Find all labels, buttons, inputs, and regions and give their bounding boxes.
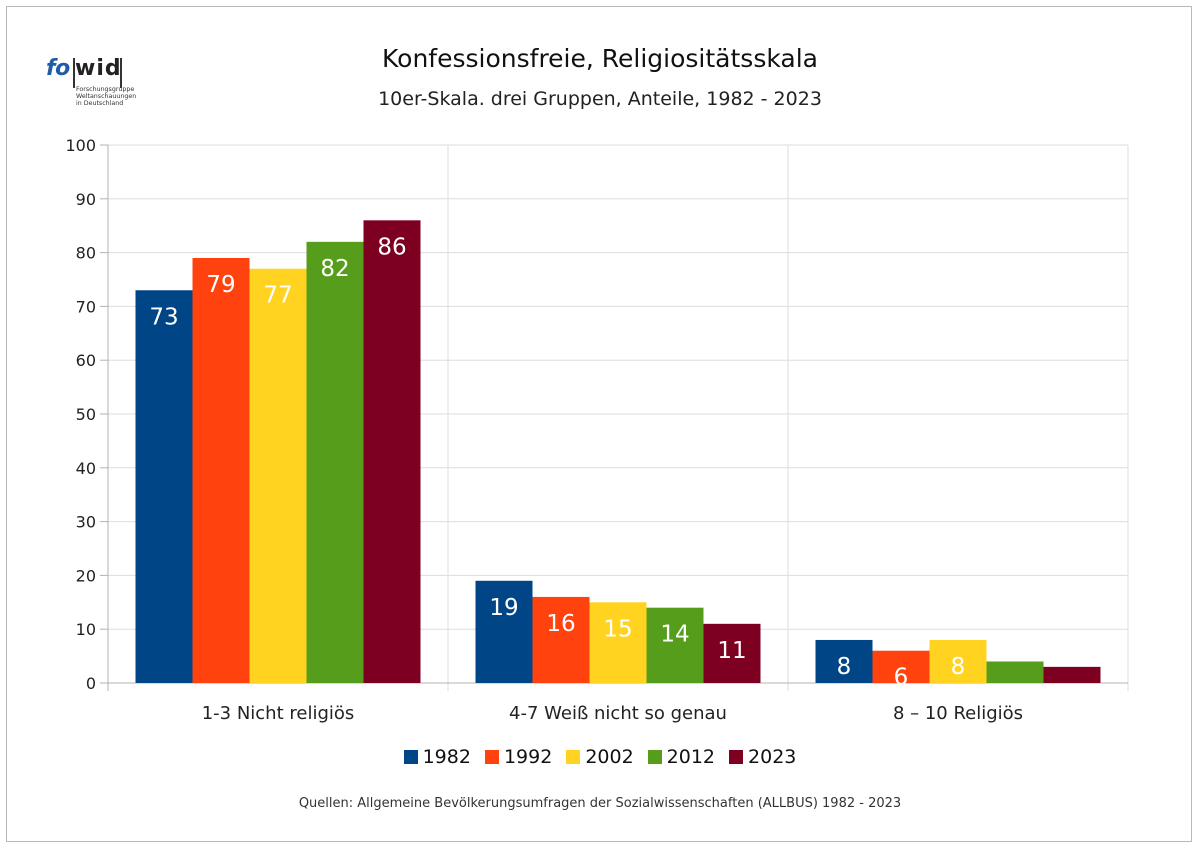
bar-2002 [929,639,987,683]
bars [135,220,1101,683]
bar-1982 [475,580,533,683]
legend-label: 1982 [422,746,471,768]
bar-2012 [646,607,704,683]
legend-item-2002: 2002 [566,746,634,768]
legend-item-1982: 1982 [403,746,471,768]
bar-value-label: 86 [377,234,406,260]
bar-value-label: 6 [894,665,909,691]
legend-swatch [729,750,744,764]
logo-wordmark-left: fo [46,56,70,81]
legend: 1982 1992 2002 2012 2023 [0,746,1200,768]
y-tick-label: 100 [65,136,96,155]
bar-value-label: 14 [660,622,689,648]
bar-value-label: 11 [717,638,746,664]
legend-swatch [403,750,418,764]
bar-1992 [192,257,250,683]
x-category-label: 8 – 10 Religiös [893,703,1023,724]
x-category-label: 1-3 Nicht religiös [202,703,355,724]
y-tick-label: 0 [86,674,96,693]
bar-value-label: 73 [149,304,178,330]
logo-tagline: Forschungsgruppe Weltanschauungen in Deu… [76,86,137,107]
legend-item-2012: 2012 [647,746,716,768]
y-tick-label: 30 [76,513,96,532]
bar-value-label: 77 [263,283,292,309]
chart-subtitle: 10er-Skala. drei Gruppen, Anteile, 1982 … [378,88,822,110]
bar-2023 [1043,666,1101,683]
bar-value-label: 19 [489,595,518,621]
x-category-label: 4-7 Weiß nicht so genau [509,703,727,724]
legend-label: 2023 [748,746,797,768]
bar-value-label: 82 [320,256,349,282]
logo-wordmark-right: wid [75,56,122,81]
bar-value-label: 8 [951,654,966,680]
bar-2002 [249,268,307,683]
bar-value-label: 15 [603,616,632,642]
legend-label: 1992 [503,746,553,768]
legend-item-2023: 2023 [729,746,796,768]
y-tick-label: 60 [76,351,96,370]
bar-1992 [532,596,590,683]
logo-divider [73,58,75,88]
y-tick-label: 20 [76,566,96,585]
logo-divider [120,58,122,88]
bar-2023 [363,220,421,683]
legend-label: 2002 [585,746,634,768]
chart-title: Konfessionsfreie, Religiositätsskala [382,44,818,73]
y-tick-label: 90 [76,190,96,209]
fowid-logo: fo wid Forschungsgruppe Weltanschauungen… [46,56,156,116]
bar-value-label: 16 [546,611,575,637]
bar-value-label: 8 [837,654,852,680]
bar-1982 [815,639,873,683]
bar-2002 [589,602,647,683]
legend-swatch [647,750,662,764]
bar-1982 [135,290,193,683]
bar-2012 [306,241,364,683]
y-tick-label: 80 [76,244,96,263]
y-tick-label: 50 [76,405,96,424]
y-tick-label: 70 [76,297,96,316]
legend-swatch [484,750,499,764]
bar-1992 [872,650,930,683]
legend-label: 2012 [666,746,716,768]
bar-2023 [703,623,761,683]
bar-value-label: 79 [206,272,235,298]
legend-swatch [566,750,581,764]
legend-item-1992: 1992 [484,746,553,768]
source-note: Quellen: Allgemeine Bevölkerungsumfragen… [298,796,902,811]
y-tick-label: 10 [76,620,96,639]
y-tick-label: 40 [76,459,96,478]
bar-2012 [986,661,1044,683]
